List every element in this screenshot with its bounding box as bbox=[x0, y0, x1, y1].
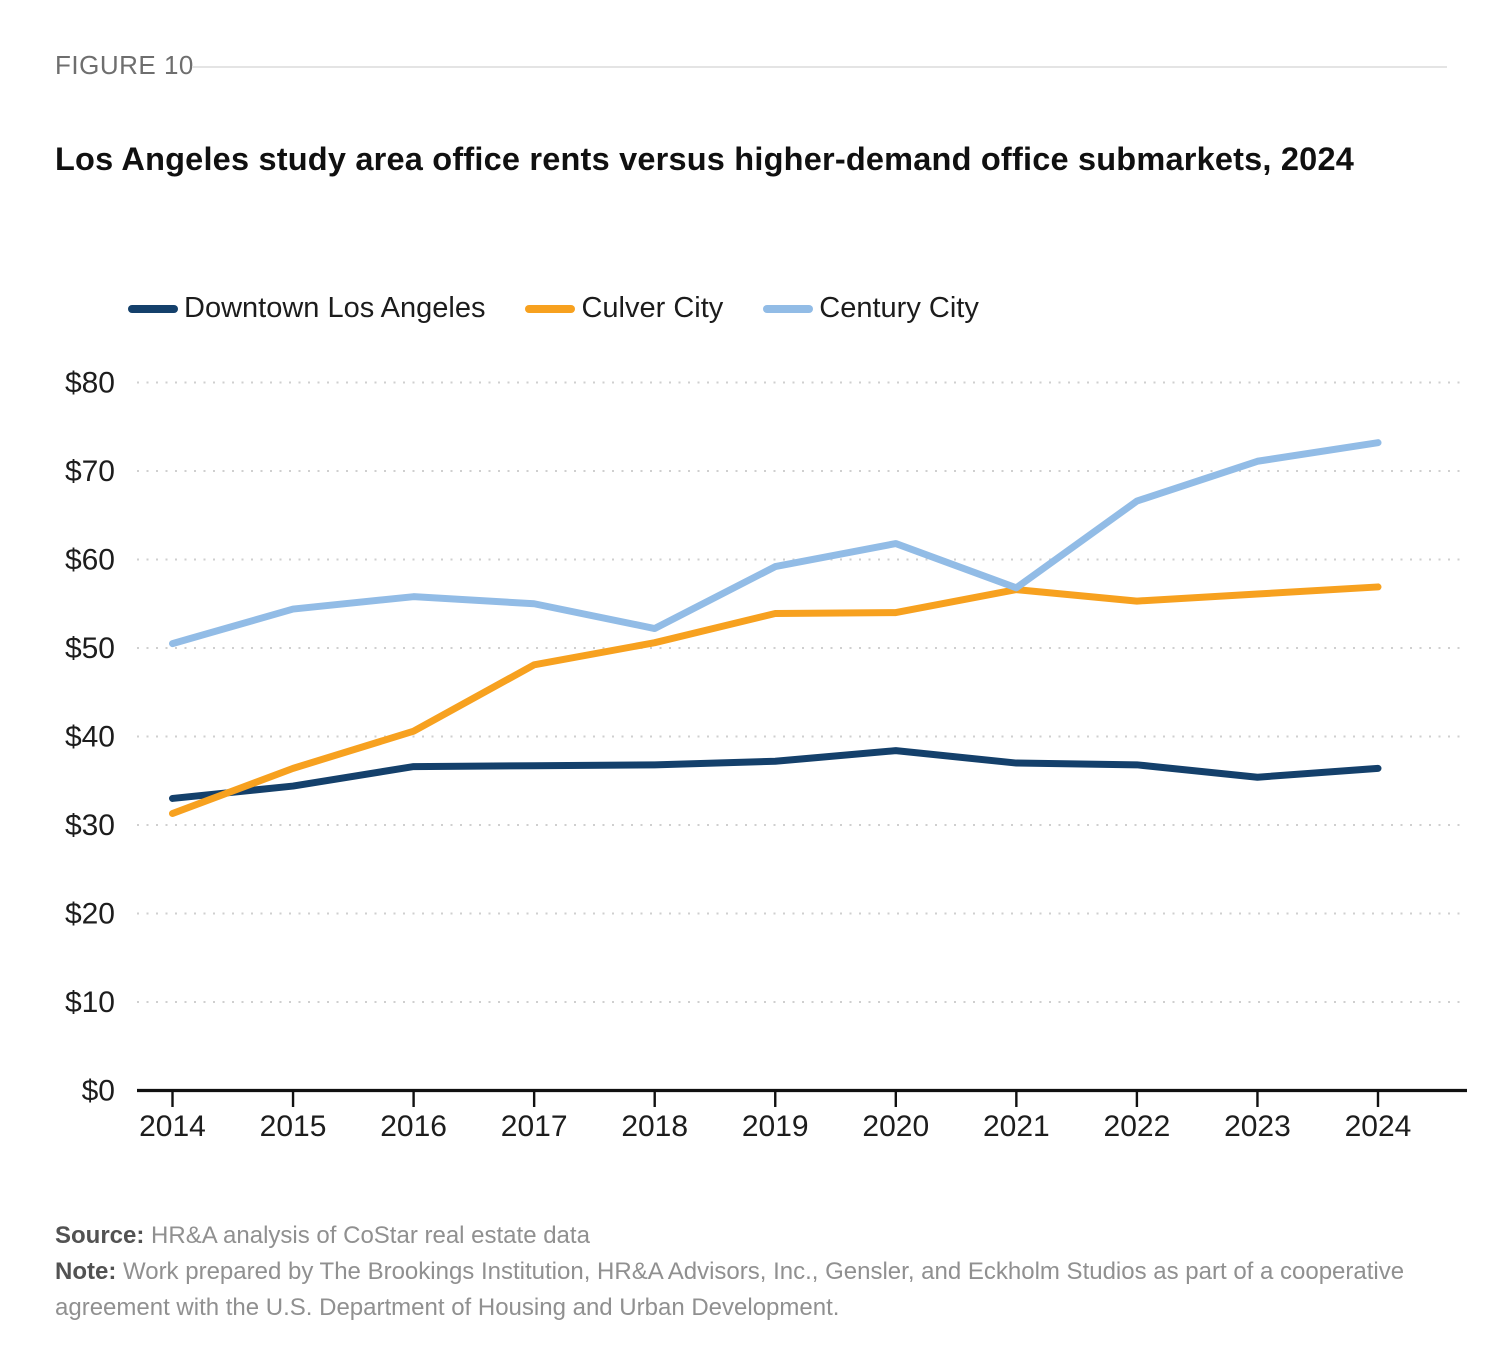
x-axis-tick-label: 2023 bbox=[1224, 1110, 1291, 1143]
footnotes: Source: HR&A analysis of CoStar real est… bbox=[55, 1218, 1457, 1326]
legend-item-culver-city: Culver City bbox=[525, 292, 723, 325]
x-axis-tick-label: 2019 bbox=[742, 1110, 809, 1143]
line-century-city bbox=[169, 439, 1382, 648]
legend-label: Downtown Los Angeles bbox=[184, 292, 486, 324]
x-axis-tick-label: 2024 bbox=[1345, 1110, 1412, 1143]
note-label: Note: bbox=[55, 1258, 117, 1285]
legend-item-century-city: Century City bbox=[763, 292, 979, 325]
legend-swatch bbox=[525, 304, 576, 313]
x-axis-tick-label: 2014 bbox=[139, 1110, 206, 1143]
y-axis-tick-label: $40 bbox=[65, 721, 115, 754]
source-text: HR&A analysis of CoStar real estate data bbox=[151, 1222, 590, 1249]
x-axis-tick-label: 2015 bbox=[260, 1110, 327, 1143]
source-label: Source: bbox=[55, 1222, 145, 1249]
legend-item-downtown-los-angeles: Downtown Los Angeles bbox=[128, 292, 485, 325]
x-axis-tick-label: 2017 bbox=[501, 1110, 568, 1143]
x-axis-tick-label: 2020 bbox=[862, 1110, 929, 1143]
y-axis-tick-label: $80 bbox=[65, 367, 115, 400]
legend-swatch bbox=[128, 304, 178, 313]
y-axis-tick-label: $60 bbox=[65, 544, 115, 577]
chart-legend: Downtown Los Angeles Culver City Century… bbox=[128, 292, 979, 325]
legend-label: Century City bbox=[819, 292, 979, 324]
y-axis-tick-label: $10 bbox=[65, 986, 115, 1019]
note-line: Note: Work prepared by The Brookings Ins… bbox=[55, 1254, 1457, 1326]
y-axis-tick-label: $30 bbox=[65, 809, 115, 842]
figure-rule-divider bbox=[192, 66, 1447, 68]
y-axis-tick-label: $20 bbox=[65, 898, 115, 931]
line-downtown-los-angeles bbox=[169, 747, 1382, 802]
x-axis-tick-label: 2021 bbox=[983, 1110, 1050, 1143]
line-culver-city bbox=[169, 583, 1382, 817]
legend-swatch bbox=[763, 304, 814, 313]
legend-label: Culver City bbox=[581, 292, 724, 324]
note-text: Work prepared by The Brookings Instituti… bbox=[55, 1258, 1405, 1321]
y-axis-tick-label: $0 bbox=[82, 1075, 115, 1108]
y-axis-tick-label: $70 bbox=[65, 455, 115, 488]
figure-label: FIGURE 10 bbox=[55, 50, 194, 80]
chart-svg: $0 $10 $20 $30 $40 $50 $60 $70 $80 2014 2015 2016 20… bbox=[65, 367, 1467, 1143]
chart-title: Los Angeles study area office rents vers… bbox=[55, 141, 1354, 177]
x-axis-tick-label: 2022 bbox=[1104, 1110, 1171, 1143]
x-axis-tick-label: 2016 bbox=[380, 1110, 447, 1143]
line-chart: $0 $10 $20 $30 $40 $50 $60 $70 $80 2014 2015 2016 20… bbox=[0, 350, 1500, 1160]
source-line: Source: HR&A analysis of CoStar real est… bbox=[55, 1218, 1457, 1254]
y-axis-tick-label: $50 bbox=[65, 632, 115, 665]
x-axis-tick-label: 2018 bbox=[621, 1110, 688, 1143]
